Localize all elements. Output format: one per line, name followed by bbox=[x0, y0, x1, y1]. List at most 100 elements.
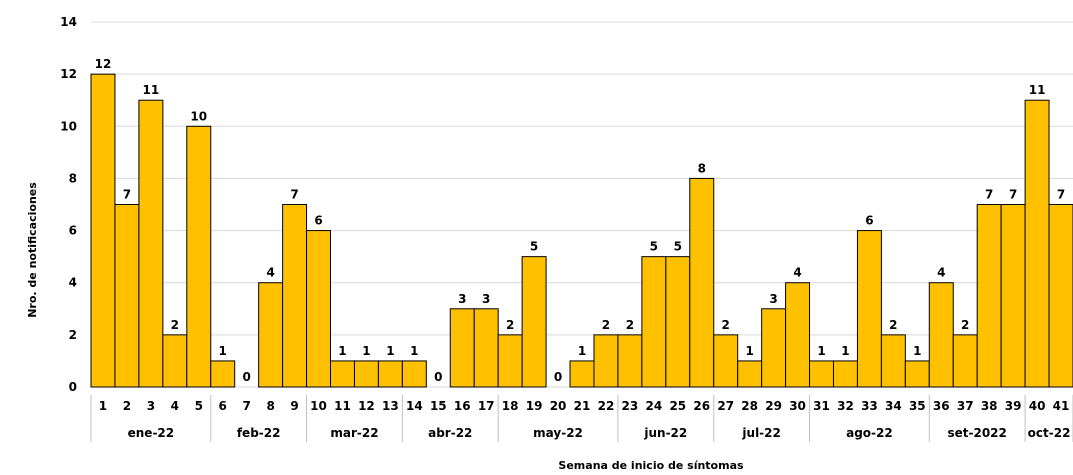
x-tick-label: 41 bbox=[1053, 399, 1070, 413]
data-label: 5 bbox=[650, 240, 658, 254]
x-tick-label: 23 bbox=[622, 399, 639, 413]
x-tick-label: 24 bbox=[646, 399, 663, 413]
x-tick-label: 32 bbox=[837, 399, 854, 413]
bar bbox=[401, 360, 427, 388]
x-tick-label: 2 bbox=[123, 399, 131, 413]
x-tick-label: 15 bbox=[430, 399, 447, 413]
x-tick-label: 10 bbox=[310, 399, 327, 413]
month-label: may-22 bbox=[533, 426, 583, 440]
bar bbox=[880, 334, 906, 388]
data-label: 2 bbox=[626, 318, 634, 332]
x-axis-month-groups: ene-22 feb-22 mar-22 abr-22 may-22 jun-22 jul-… bbox=[90, 395, 1073, 442]
x-axis-title: Semana de inicio de síntomas bbox=[558, 459, 744, 472]
x-tick-label: 12 bbox=[358, 399, 375, 413]
data-label: 5 bbox=[674, 240, 682, 254]
data-label: 5 bbox=[530, 240, 538, 254]
data-label: 0 bbox=[434, 370, 442, 384]
bar bbox=[306, 230, 332, 388]
data-label: 3 bbox=[458, 292, 466, 306]
x-tick-label: 7 bbox=[243, 399, 251, 413]
month-label: ago-22 bbox=[846, 426, 893, 440]
x-tick-label: 37 bbox=[957, 399, 974, 413]
data-label: 1 bbox=[817, 344, 825, 358]
y-axis-ticks: 0 2 4 6 8 10 12 14 bbox=[60, 15, 77, 394]
x-tick-label: 33 bbox=[861, 399, 878, 413]
x-axis-week-ticks: 1 2 3 4 5 6 7 8 9 10 11 12 13 14 15 16 17 18 19 20 21 22 23 24 2… bbox=[99, 399, 1070, 413]
x-tick-label: 36 bbox=[933, 399, 950, 413]
x-tick-label: 20 bbox=[550, 399, 567, 413]
x-tick-label: 35 bbox=[909, 399, 926, 413]
x-tick-label: 1 bbox=[99, 399, 107, 413]
gridlines bbox=[91, 21, 1073, 388]
bar bbox=[210, 360, 236, 388]
y-tick-label: 6 bbox=[69, 224, 77, 238]
y-tick-label: 10 bbox=[60, 119, 77, 133]
data-label: 1 bbox=[338, 344, 346, 358]
y-tick-label: 2 bbox=[69, 328, 77, 342]
bar bbox=[282, 204, 308, 388]
bar bbox=[90, 73, 116, 388]
bar bbox=[785, 282, 811, 388]
data-label: 1 bbox=[913, 344, 921, 358]
y-tick-label: 14 bbox=[60, 15, 77, 29]
bars bbox=[90, 73, 1073, 388]
bar bbox=[258, 282, 284, 388]
x-tick-label: 9 bbox=[290, 399, 298, 413]
bar bbox=[761, 308, 787, 388]
data-label: 4 bbox=[793, 266, 801, 280]
data-label: 1 bbox=[410, 344, 418, 358]
x-tick-label: 22 bbox=[598, 399, 615, 413]
data-label: 11 bbox=[1029, 83, 1046, 97]
x-tick-label: 38 bbox=[981, 399, 998, 413]
month-label: jul-22 bbox=[741, 426, 780, 440]
data-label: 7 bbox=[1009, 188, 1017, 202]
data-label: 8 bbox=[698, 161, 706, 175]
y-tick-label: 4 bbox=[69, 276, 77, 290]
bar bbox=[617, 334, 643, 388]
data-label: 2 bbox=[171, 318, 179, 332]
bar bbox=[1048, 204, 1073, 388]
x-tick-label: 6 bbox=[219, 399, 227, 413]
month-label: feb-22 bbox=[237, 426, 281, 440]
data-label: 10 bbox=[190, 109, 207, 123]
bar bbox=[473, 308, 499, 388]
x-tick-label: 31 bbox=[813, 399, 830, 413]
bar bbox=[976, 204, 1002, 388]
data-label: 1 bbox=[362, 344, 370, 358]
data-label: 7 bbox=[1057, 188, 1065, 202]
data-label: 4 bbox=[937, 266, 945, 280]
bar bbox=[138, 99, 164, 388]
x-tick-label: 16 bbox=[454, 399, 471, 413]
bar bbox=[856, 230, 882, 388]
bar bbox=[737, 360, 763, 388]
bar bbox=[377, 360, 403, 388]
x-tick-label: 17 bbox=[478, 399, 495, 413]
bar bbox=[665, 256, 691, 388]
data-label: 2 bbox=[506, 318, 514, 332]
data-label: 6 bbox=[314, 214, 322, 228]
data-label: 7 bbox=[985, 188, 993, 202]
bar bbox=[713, 334, 739, 388]
month-label: abr-22 bbox=[428, 426, 472, 440]
x-tick-label: 21 bbox=[574, 399, 591, 413]
month-label: ene-22 bbox=[128, 426, 175, 440]
x-tick-label: 29 bbox=[765, 399, 782, 413]
bar bbox=[186, 125, 212, 388]
data-label: 2 bbox=[889, 318, 897, 332]
x-tick-label: 8 bbox=[266, 399, 274, 413]
bar bbox=[162, 334, 188, 388]
data-label: 11 bbox=[143, 83, 160, 97]
bar bbox=[928, 282, 954, 388]
bar bbox=[809, 360, 834, 388]
month-label: oct-22 bbox=[1028, 426, 1071, 440]
data-label: 2 bbox=[961, 318, 969, 332]
x-tick-label: 40 bbox=[1029, 399, 1046, 413]
data-label: 3 bbox=[482, 292, 490, 306]
data-label: 1 bbox=[841, 344, 849, 358]
x-tick-label: 5 bbox=[195, 399, 203, 413]
x-tick-label: 18 bbox=[502, 399, 519, 413]
data-label: 1 bbox=[386, 344, 394, 358]
x-tick-label: 4 bbox=[171, 399, 179, 413]
data-label: 7 bbox=[123, 188, 131, 202]
